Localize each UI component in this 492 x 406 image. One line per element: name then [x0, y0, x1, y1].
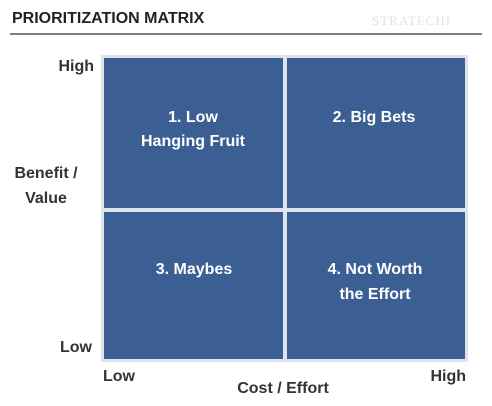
- quadrant: [104, 212, 283, 359]
- y-high-label: High: [58, 58, 94, 75]
- quadrant: [287, 212, 465, 359]
- y-axis-label: Value: [25, 190, 67, 207]
- quadrant-label: 4. Not Worth: [328, 261, 423, 278]
- quadrant: [287, 58, 465, 208]
- y-axis-label: Benefit /: [14, 165, 78, 182]
- quadrant-label: the Effort: [339, 286, 411, 303]
- quadrant-label: Hanging Fruit: [141, 133, 246, 150]
- title: PRIORITIZATION MATRIX: [12, 10, 205, 27]
- x-axis-label: Cost / Effort: [237, 380, 329, 397]
- x-low-label: Low: [103, 368, 136, 385]
- y-low-label: Low: [60, 339, 93, 356]
- quadrant-label: 1. Low: [168, 109, 218, 126]
- quadrant: [104, 58, 283, 208]
- watermark: STRATECHI: [372, 13, 451, 28]
- quadrant-label: 2. Big Bets: [333, 109, 416, 126]
- x-high-label: High: [430, 368, 466, 385]
- quadrant-label: 3. Maybes: [156, 261, 233, 278]
